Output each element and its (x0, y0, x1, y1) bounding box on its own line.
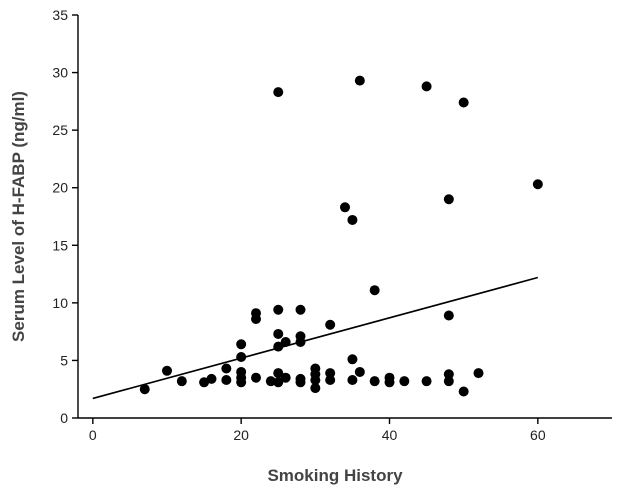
data-point (199, 377, 210, 388)
data-point (236, 351, 247, 362)
data-point (421, 376, 432, 387)
y-tick-label: 30 (52, 65, 68, 81)
data-point (295, 377, 306, 388)
data-point (273, 328, 284, 339)
plot-area (92, 75, 543, 400)
data-point (325, 368, 336, 379)
data-point (354, 75, 365, 86)
data-point (325, 319, 336, 330)
x-tick-label: 40 (382, 427, 398, 443)
x-ticks: 0 20 40 60 (89, 418, 546, 443)
data-point (251, 313, 261, 324)
x-tick-label: 20 (233, 427, 249, 443)
x-tick-label: 60 (530, 427, 546, 443)
data-point (139, 384, 150, 395)
data-point (273, 304, 284, 315)
y-tick-label: 10 (52, 295, 68, 311)
x-tick-label: 0 (89, 427, 97, 443)
data-point (369, 285, 380, 296)
y-tick-label: 0 (60, 410, 68, 426)
data-point (221, 363, 232, 374)
data-point (443, 194, 454, 205)
data-point (340, 202, 350, 213)
data-point (221, 375, 232, 386)
data-point (265, 376, 276, 387)
y-ticks: 0 5 10 15 20 25 30 35 (52, 7, 78, 426)
data-point (443, 369, 454, 380)
y-tick-label: 35 (52, 7, 68, 23)
y-tick-label: 25 (52, 122, 68, 138)
data-point (325, 375, 336, 386)
data-point (458, 386, 469, 397)
data-point (295, 304, 306, 315)
data-point (399, 376, 410, 387)
data-point (458, 97, 469, 108)
data-point (206, 373, 217, 384)
data-point (369, 376, 380, 387)
y-tick-label: 20 (52, 180, 68, 196)
data-point (347, 214, 358, 225)
data-point (162, 365, 172, 376)
axes (77, 15, 612, 419)
y-tick-label: 5 (60, 352, 68, 368)
y-tick-label: 15 (52, 237, 68, 253)
data-point (295, 337, 306, 348)
data-point (347, 354, 358, 365)
data-point (347, 375, 358, 386)
data-point (236, 339, 247, 350)
y-axis-label: Serum Level of H-FABP (ng/ml) (9, 91, 28, 342)
trend-line (92, 276, 539, 400)
data-point (473, 368, 484, 379)
data-point (273, 377, 284, 388)
data-point (273, 87, 284, 98)
data-point (273, 368, 284, 379)
data-point (236, 377, 247, 388)
data-point (251, 372, 261, 383)
data-point (176, 376, 187, 387)
data-point (421, 81, 432, 92)
data-point (532, 179, 543, 190)
data-point (273, 341, 284, 352)
data-point (443, 376, 454, 387)
data-point (384, 377, 395, 388)
data-point (443, 310, 454, 321)
data-point (310, 375, 321, 386)
x-axis-label: Smoking History (267, 466, 403, 485)
data-point (280, 372, 291, 383)
data-point (354, 366, 365, 377)
data-point (280, 337, 291, 348)
data-point (310, 383, 321, 394)
